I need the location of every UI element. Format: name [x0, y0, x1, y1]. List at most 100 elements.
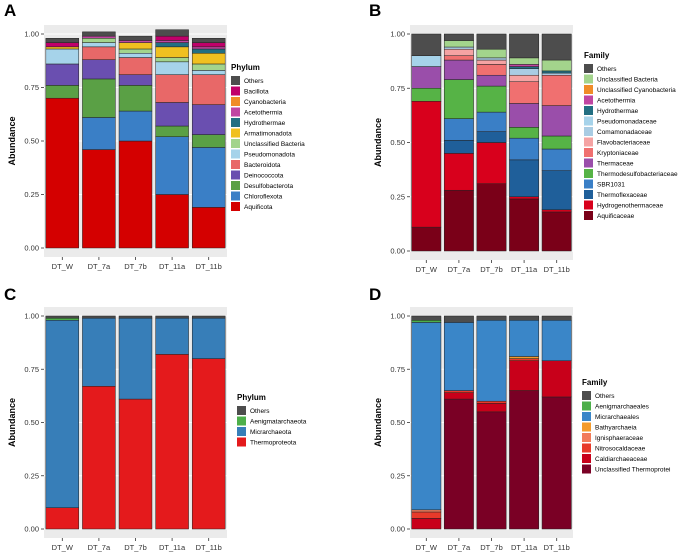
bar-segment — [82, 117, 116, 150]
bar-segment — [118, 53, 153, 58]
legend-label: Hydrothermae — [244, 120, 286, 127]
legend-label: Bacteroidota — [244, 162, 281, 169]
bar-segment — [509, 66, 540, 69]
bar-segment — [476, 142, 507, 184]
y-axis-title: Abundance — [7, 116, 17, 165]
legend-label: Flavobacteriaceae — [597, 140, 650, 147]
bar-segment — [476, 74, 507, 87]
x-tick-label: DT_7a — [88, 262, 111, 271]
bar-segment — [411, 518, 442, 530]
bar-segment — [509, 64, 540, 67]
bar-segment — [411, 88, 442, 102]
bar-segment — [45, 320, 80, 508]
bar-segment — [118, 317, 153, 400]
bar-segment — [443, 322, 474, 391]
bar-segment — [82, 386, 116, 530]
bar-segment — [191, 358, 226, 530]
legend-swatch — [237, 437, 246, 447]
bar-segment — [476, 400, 507, 404]
bar-segment — [476, 111, 507, 132]
legend-label: Others — [250, 408, 270, 415]
bar-segment — [118, 85, 153, 112]
legend-label: Bathyarchaeia — [595, 425, 637, 432]
bar-segment — [155, 354, 189, 530]
panel-letter: C — [4, 285, 16, 304]
bar-segment — [191, 104, 226, 135]
legend-label: Others — [597, 66, 617, 73]
bar-segment — [541, 59, 572, 72]
legend-label: Thermaceae — [597, 161, 634, 168]
bar-segment — [541, 396, 572, 530]
legend-label: Aenigmatarchaeota — [250, 419, 307, 426]
bar-segment — [541, 315, 572, 321]
bar-segment — [476, 183, 507, 252]
legend-swatch — [231, 97, 240, 106]
bar-segment — [443, 315, 474, 323]
bar-segment — [82, 35, 116, 39]
legend-swatch — [231, 128, 240, 138]
x-tick-label: DT_7b — [480, 265, 503, 274]
legend-swatch — [584, 137, 593, 147]
legend-swatch — [231, 191, 240, 201]
legend-swatch — [582, 464, 591, 474]
legend-swatch — [231, 76, 240, 85]
bar-segment — [191, 147, 226, 208]
bar-segment — [82, 38, 116, 43]
legend-swatch — [584, 127, 593, 136]
bar-segment — [509, 356, 540, 359]
bar-segment — [509, 103, 540, 128]
bar-segment — [476, 33, 507, 50]
legend-swatch — [237, 416, 246, 426]
bar-segment — [509, 81, 540, 104]
legend-label: Micrarchaeales — [595, 414, 640, 421]
bar-segment — [541, 170, 572, 211]
bar-segment — [191, 46, 226, 50]
panel-letter: D — [369, 285, 381, 304]
legend-label: Kryptoniaceae — [597, 150, 639, 157]
y-axis-title: Abundance — [7, 398, 17, 447]
x-tick-label: DT_7a — [448, 265, 471, 274]
bar-segment — [191, 134, 226, 148]
legend-title: Family — [582, 378, 608, 387]
bar-segment — [443, 59, 474, 80]
x-tick-label: DT_W — [416, 265, 438, 274]
legend-swatch — [231, 86, 240, 96]
bar-segment — [191, 38, 226, 43]
legend-label: Caldiarchaeaceae — [595, 456, 648, 463]
bar-segment — [155, 46, 189, 58]
panel-b: B 0.00 0.25 0.50 0.75 1.00 Abundance DT_W DT_7a D… — [369, 1, 678, 274]
legend-label: Others — [244, 78, 264, 85]
bar-segment — [541, 320, 572, 361]
bar-segment — [45, 507, 80, 530]
y-axis-title: Abundance — [373, 118, 383, 167]
bar-segment — [509, 57, 540, 65]
bar-segment — [82, 149, 116, 249]
x-tick-label: DT_W — [52, 543, 74, 552]
legend-swatch — [582, 443, 591, 453]
y-tick-label: 1.00 — [390, 30, 405, 39]
y-tick-label: 0.75 — [24, 83, 39, 92]
y-axis-title: Abundance — [373, 398, 383, 447]
legend-swatch — [584, 85, 593, 94]
legend-label: Thermodesulfobacteriaceae — [597, 171, 678, 178]
x-tick-label: DT_11b — [544, 543, 570, 552]
legend-label: Hydrogenothermaceae — [597, 203, 664, 210]
bar-segment — [155, 194, 189, 249]
y-tick-label: 0.50 — [24, 137, 39, 146]
x-tick-label: DT_7a — [88, 543, 111, 552]
legend-label: Aenigmarchaeales — [595, 404, 650, 411]
panel-letter: A — [4, 1, 16, 20]
bar-segment — [155, 317, 189, 355]
y-tick-label: 1.00 — [390, 312, 405, 321]
bar-segment — [509, 33, 540, 59]
legend-swatch — [231, 160, 240, 169]
bar-segment — [118, 398, 153, 530]
x-tick-label: DT_11a — [159, 543, 186, 552]
bar-segment — [509, 360, 540, 391]
bar-segment — [509, 358, 540, 361]
bar-segment — [118, 140, 153, 249]
bar-segment — [411, 33, 442, 56]
bar-segment — [443, 79, 474, 119]
legend-label: Thermoflexaceae — [597, 192, 648, 199]
y-tick-label: 0.00 — [390, 525, 405, 534]
